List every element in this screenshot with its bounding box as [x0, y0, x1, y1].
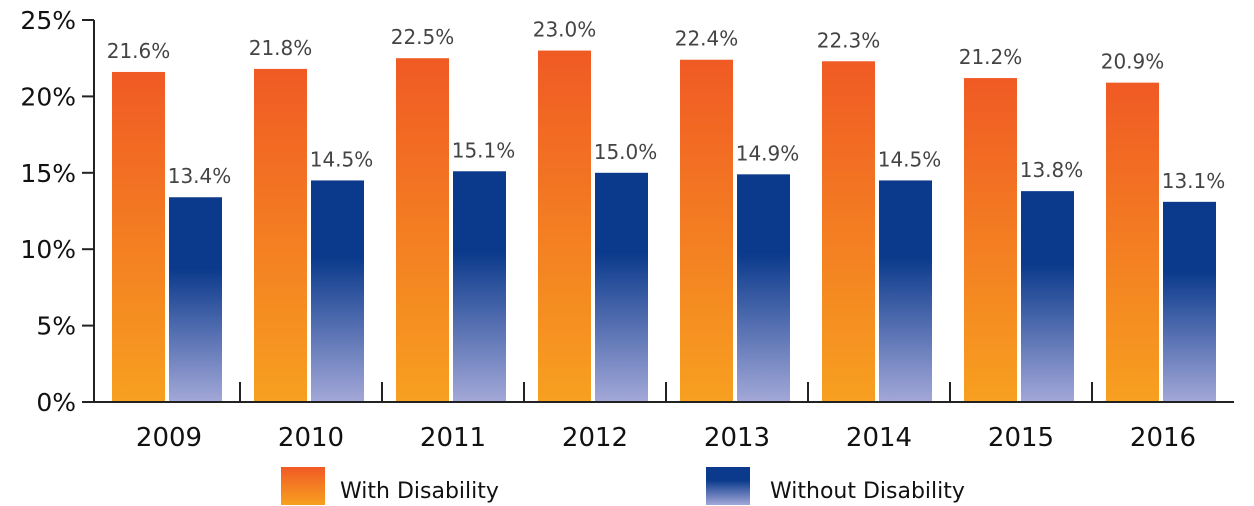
data-label: 14.9%: [736, 141, 800, 165]
x-tick-label: 2010: [278, 423, 344, 453]
bar-without-disability-2011: [453, 171, 506, 402]
y-tick-label: 0%: [36, 388, 76, 417]
x-tick-label: 2014: [846, 423, 912, 453]
y-tick-label: 25%: [20, 6, 76, 35]
legend-swatch: [706, 467, 750, 505]
bar-with-disability-2010: [254, 68, 307, 403]
y-tick-label: 10%: [20, 235, 76, 264]
data-label: 22.4%: [675, 27, 739, 51]
x-tick-label: 2015: [988, 423, 1054, 453]
legend-swatch: [281, 467, 325, 505]
x-tick-label: 2011: [420, 423, 486, 453]
legend: With Disability Without Disability: [281, 467, 965, 505]
data-label: 15.1%: [452, 138, 516, 162]
bar-with-disability-2016: [1106, 82, 1159, 402]
data-label: 14.5%: [310, 147, 374, 171]
legend-label: Without Disability: [770, 479, 965, 504]
y-tick-label: 15%: [20, 159, 76, 188]
data-label: 14.5%: [878, 147, 942, 171]
y-tick-label: 5%: [36, 312, 76, 341]
bar-without-disability-2009: [169, 197, 222, 402]
y-axis: 0% 5% 10% 15% 20% 25%: [20, 6, 95, 417]
legend-label: With Disability: [340, 479, 499, 504]
bar-without-disability-2015: [1021, 191, 1074, 402]
data-label: 23.0%: [533, 18, 597, 42]
data-label: 21.6%: [107, 39, 171, 63]
data-label: 15.0%: [594, 140, 658, 164]
data-label: 13.4%: [168, 164, 232, 188]
x-tick-label: 2013: [704, 423, 770, 453]
data-label: 21.2%: [959, 45, 1023, 69]
data-label: 21.8%: [249, 36, 313, 60]
bar-with-disability-2012: [538, 50, 591, 403]
bar-with-disability-2013: [680, 59, 733, 403]
x-axis: 2009 2010 2011 2012 2013 2014 2015 2016: [94, 382, 1234, 453]
data-label: 22.5%: [391, 25, 455, 49]
bar-without-disability-2013: [737, 174, 790, 402]
bar-with-disability-2015: [964, 78, 1017, 403]
bar-with-disability-2014: [822, 61, 875, 402]
data-label: 22.3%: [817, 28, 881, 52]
bar-without-disability-2010: [311, 180, 364, 402]
data-label: 20.9%: [1101, 50, 1165, 74]
bar-without-disability-2016: [1163, 201, 1216, 402]
bar-without-disability-2012: [595, 172, 648, 402]
y-tick-label: 20%: [20, 82, 76, 111]
x-tick-label: 2009: [136, 423, 202, 453]
bar-with-disability-2009: [112, 71, 165, 403]
x-tick-label: 2016: [1130, 423, 1196, 453]
bar-without-disability-2014: [879, 180, 932, 402]
data-label: 13.8%: [1020, 158, 1084, 182]
x-tick-label: 2012: [562, 423, 628, 453]
bar-with-disability-2011: [396, 58, 449, 402]
data-label: 13.1%: [1162, 169, 1226, 193]
bars: 21.6% 13.4% 21.8% 14.5% 22.5% 15.1% 23.0% 15.0%…: [107, 18, 1226, 403]
